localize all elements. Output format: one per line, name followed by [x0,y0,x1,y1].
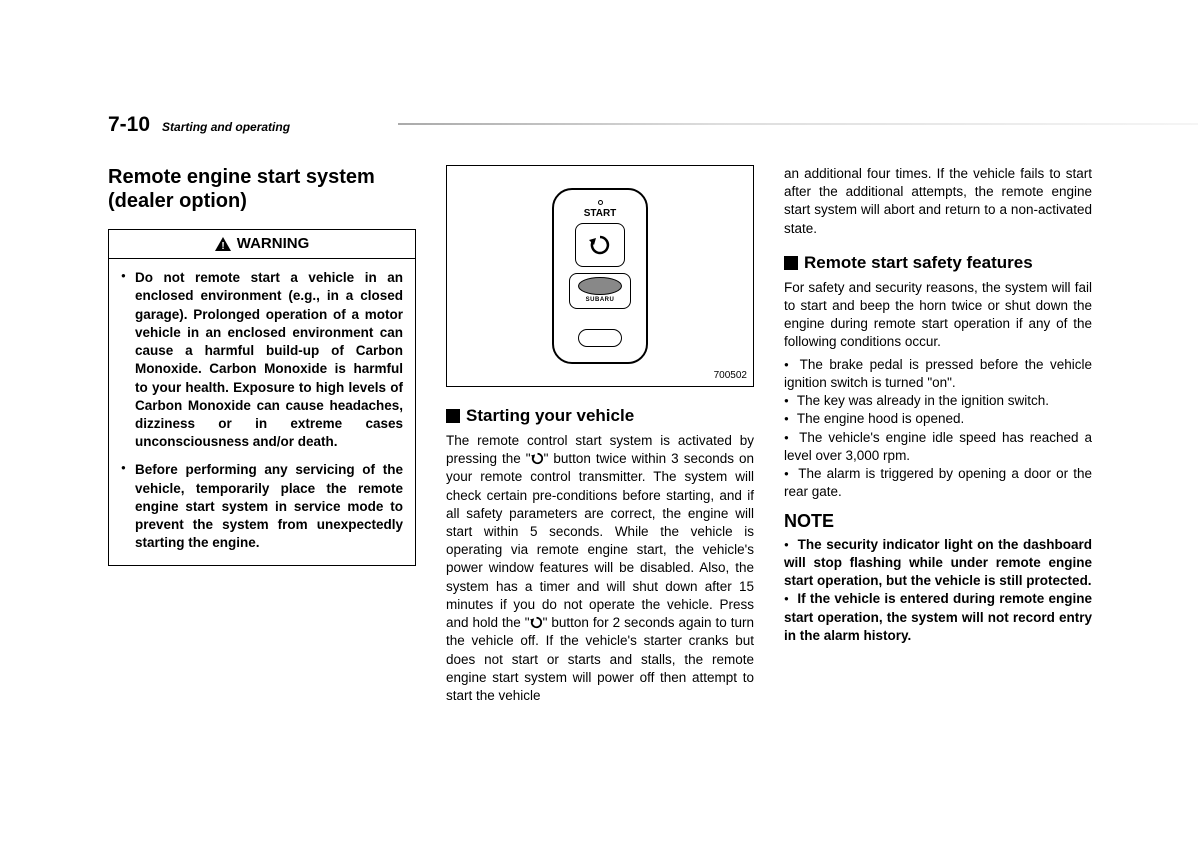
list-item: ●The security indicator light on the das… [784,536,1092,591]
column-2: START SUBARU 700502 [446,165,754,705]
fob-logo-button: SUBARU [569,273,631,309]
warning-item: Before performing any servicing of the v… [121,461,403,552]
safety-intro: For safety and security reasons, the sys… [784,279,1092,352]
fob-start-label: START [584,207,617,221]
list-item: ●The key was already in the ignition swi… [784,392,1092,410]
remote-fob-figure: START SUBARU 700502 [446,165,754,387]
subsection-heading: Starting your vehicle [446,405,754,428]
list-item: ●The brake pedal is pressed before the v… [784,356,1092,392]
subsection-title: Remote start safety features [804,252,1033,275]
manual-page: 7-10 Starting and operating Remote engin… [108,113,1092,705]
col3-intro: an additional four times. If the vehicle… [784,165,1092,238]
page-header: 7-10 Starting and operating [108,113,1092,137]
remote-fob-illustration: START SUBARU [552,188,648,364]
warning-box: ! WARNING Do not remote start a vehicle … [108,229,416,566]
fob-brand-label: SUBARU [586,296,615,304]
list-item: ●The vehicle's engine idle speed has rea… [784,429,1092,465]
section-title: Remote engine start system (dealer optio… [108,165,416,213]
subsection-heading: Remote start safety features [784,252,1092,275]
warning-label: WARNING [237,234,310,254]
body-part-b: " button twice within 3 seconds on your … [446,451,754,630]
page-number: 7-10 [108,113,150,137]
refresh-icon [531,452,544,465]
list-item: ●The alarm is triggered by opening a doo… [784,465,1092,501]
note-label: NOTE [784,509,1092,533]
list-item: ●The engine hood is opened. [784,410,1092,428]
fob-bottom-button [578,329,622,347]
svg-text:!: ! [221,241,224,251]
fob-start-button [575,223,625,267]
warning-item: Do not remote start a vehicle in an encl… [121,269,403,451]
chapter-title: Starting and operating [162,120,290,134]
note-list: ●The security indicator light on the das… [784,536,1092,645]
column-3: an additional four times. If the vehicle… [784,165,1092,705]
subsection-title: Starting your vehicle [466,405,634,428]
warning-triangle-icon: ! [215,237,231,251]
warning-list: Do not remote start a vehicle in an encl… [109,259,415,564]
refresh-icon [589,234,611,256]
safety-bullet-list: ●The brake pedal is pressed before the v… [784,356,1092,502]
starting-vehicle-body: The remote control start system is activ… [446,432,754,705]
square-bullet-icon [446,409,460,423]
figure-number: 700502 [714,369,747,383]
list-item: ●If the vehicle is entered during remote… [784,590,1092,645]
warning-header: ! WARNING [109,230,415,259]
fob-led-icon [598,200,603,205]
column-1: Remote engine start system (dealer optio… [108,165,416,705]
refresh-icon [530,616,543,629]
header-rule [398,123,1198,125]
square-bullet-icon [784,256,798,270]
subaru-oval-icon [578,277,622,295]
content-columns: Remote engine start system (dealer optio… [108,165,1092,705]
